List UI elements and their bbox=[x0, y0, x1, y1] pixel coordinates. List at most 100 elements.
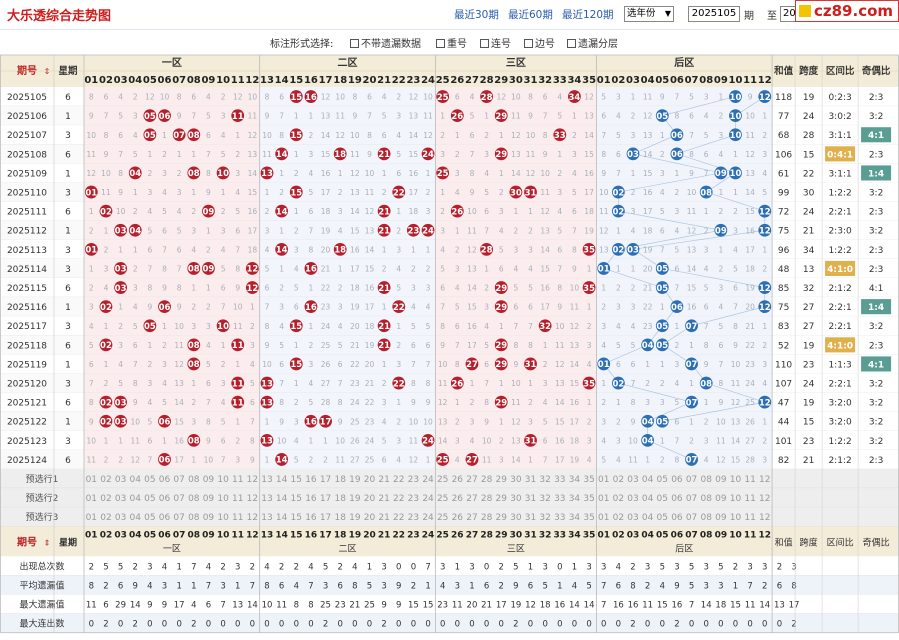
preselect-number[interactable]: 26 bbox=[452, 494, 464, 504]
preselect-number[interactable]: 31 bbox=[525, 494, 536, 504]
preselect-number[interactable]: 01 bbox=[86, 513, 97, 523]
preselect-number[interactable]: 01 bbox=[598, 513, 609, 523]
preselect-number[interactable]: 08 bbox=[188, 513, 200, 523]
preselect-number[interactable]: 10 bbox=[217, 475, 229, 485]
preselect-number[interactable]: 06 bbox=[159, 513, 171, 523]
preselect-number[interactable]: 12 bbox=[759, 494, 770, 504]
option-consecutive[interactable]: 连号 bbox=[480, 35, 511, 50]
preselect-number[interactable]: 29 bbox=[496, 494, 508, 504]
preselect-number[interactable]: 15 bbox=[291, 475, 302, 485]
preselect-number[interactable]: 04 bbox=[130, 475, 142, 485]
preselect-number[interactable]: 01 bbox=[598, 494, 609, 504]
preselect-number[interactable]: 08 bbox=[188, 475, 200, 485]
preselect-number[interactable]: 32 bbox=[539, 513, 550, 523]
year-select[interactable]: 选年份 ▼ bbox=[624, 6, 674, 22]
preselect-number[interactable]: 12 bbox=[759, 475, 770, 485]
preselect-number[interactable]: 09 bbox=[715, 513, 727, 523]
preselect-number[interactable]: 12 bbox=[759, 513, 770, 523]
preselect-number[interactable]: 12 bbox=[247, 513, 258, 523]
preselect-number[interactable]: 13 bbox=[261, 513, 272, 523]
preselect-number[interactable]: 16 bbox=[305, 513, 317, 523]
preselect-number[interactable]: 19 bbox=[349, 513, 361, 523]
preselect-number[interactable]: 29 bbox=[496, 475, 508, 485]
preselect-number[interactable]: 11 bbox=[232, 494, 243, 504]
preselect-number[interactable]: 16 bbox=[305, 475, 317, 485]
preselect-number[interactable]: 17 bbox=[320, 513, 331, 523]
preselect-number[interactable]: 02 bbox=[613, 494, 624, 504]
preselect-number[interactable]: 35 bbox=[583, 513, 594, 523]
preselect-number[interactable]: 01 bbox=[598, 475, 609, 485]
preselect-number[interactable]: 17 bbox=[320, 475, 331, 485]
checkbox[interactable] bbox=[524, 39, 533, 48]
preselect-number[interactable]: 23 bbox=[408, 513, 419, 523]
preselect-number[interactable]: 05 bbox=[144, 494, 155, 504]
preselect-number[interactable]: 07 bbox=[173, 494, 184, 504]
preselect-number[interactable]: 04 bbox=[130, 494, 142, 504]
preselect-number[interactable]: 25 bbox=[437, 513, 448, 523]
preselect-number[interactable]: 22 bbox=[393, 475, 404, 485]
preselect-number[interactable]: 08 bbox=[700, 494, 712, 504]
preselect-number[interactable]: 09 bbox=[203, 513, 215, 523]
preselect-number[interactable]: 33 bbox=[554, 513, 565, 523]
preselect-number[interactable]: 03 bbox=[627, 475, 638, 485]
preselect-number[interactable]: 02 bbox=[100, 513, 111, 523]
preselect-number[interactable]: 18 bbox=[334, 494, 346, 504]
preselect-number[interactable]: 05 bbox=[144, 475, 155, 485]
preselect-number[interactable]: 23 bbox=[408, 494, 419, 504]
preselect-number[interactable]: 03 bbox=[115, 475, 126, 485]
preselect-number[interactable]: 08 bbox=[188, 494, 200, 504]
preselect-number[interactable]: 05 bbox=[657, 513, 668, 523]
preselect-number[interactable]: 33 bbox=[554, 475, 565, 485]
preselect-number[interactable]: 02 bbox=[100, 475, 111, 485]
preselect-number[interactable]: 34 bbox=[569, 513, 581, 523]
preselect-number[interactable]: 34 bbox=[569, 475, 581, 485]
preselect-number[interactable]: 07 bbox=[173, 475, 184, 485]
preselect-number[interactable]: 01 bbox=[86, 494, 97, 504]
preselect-number[interactable]: 10 bbox=[730, 494, 742, 504]
preselect-number[interactable]: 26 bbox=[452, 475, 464, 485]
preselect-number[interactable]: 33 bbox=[554, 494, 565, 504]
preselect-number[interactable]: 14 bbox=[276, 494, 288, 504]
preselect-number[interactable]: 07 bbox=[686, 513, 697, 523]
preselect-number[interactable]: 17 bbox=[320, 494, 331, 504]
preselect-number[interactable]: 10 bbox=[730, 475, 742, 485]
preselect-number[interactable]: 15 bbox=[291, 494, 302, 504]
preselect-number[interactable]: 06 bbox=[671, 494, 683, 504]
preselect-number[interactable]: 20 bbox=[364, 513, 376, 523]
preselect-number[interactable]: 31 bbox=[525, 513, 536, 523]
preselect-number[interactable]: 30 bbox=[510, 494, 522, 504]
preselect-number[interactable]: 21 bbox=[378, 494, 389, 504]
preselect-number[interactable]: 07 bbox=[686, 494, 697, 504]
preselect-number[interactable]: 05 bbox=[657, 475, 668, 485]
preselect-number[interactable]: 09 bbox=[203, 494, 215, 504]
recent-30-link[interactable]: 最近30期 bbox=[454, 9, 499, 21]
preselect-number[interactable]: 09 bbox=[203, 475, 215, 485]
recent-120-link[interactable]: 最近120期 bbox=[562, 9, 614, 21]
checkbox[interactable] bbox=[480, 39, 489, 48]
preselect-number[interactable]: 26 bbox=[452, 513, 464, 523]
option-no-miss[interactable]: 不带遗漏数据 bbox=[350, 35, 421, 50]
preselect-number[interactable]: 28 bbox=[481, 513, 493, 523]
preselect-number[interactable]: 18 bbox=[334, 513, 346, 523]
option-edge[interactable]: 边号 bbox=[524, 35, 555, 50]
option-miss-layer[interactable]: 遗漏分层 bbox=[567, 35, 618, 50]
preselect-number[interactable]: 08 bbox=[700, 475, 712, 485]
preselect-number[interactable]: 08 bbox=[700, 513, 712, 523]
preselect-number[interactable]: 01 bbox=[86, 475, 97, 485]
preselect-number[interactable]: 03 bbox=[627, 513, 638, 523]
preselect-number[interactable]: 18 bbox=[334, 475, 346, 485]
preselect-number[interactable]: 23 bbox=[408, 475, 419, 485]
preselect-number[interactable]: 03 bbox=[115, 494, 126, 504]
preselect-number[interactable]: 20 bbox=[364, 494, 376, 504]
preselect-number[interactable]: 35 bbox=[583, 494, 594, 504]
checkbox[interactable] bbox=[436, 39, 445, 48]
preselect-number[interactable]: 30 bbox=[510, 513, 522, 523]
preselect-number[interactable]: 11 bbox=[232, 475, 243, 485]
preselect-number[interactable]: 09 bbox=[715, 494, 727, 504]
preselect-number[interactable]: 22 bbox=[393, 494, 404, 504]
preselect-number[interactable]: 05 bbox=[144, 513, 155, 523]
preselect-number[interactable]: 27 bbox=[466, 494, 477, 504]
preselect-number[interactable]: 30 bbox=[510, 475, 522, 485]
preselect-number[interactable]: 13 bbox=[261, 494, 272, 504]
preselect-number[interactable]: 32 bbox=[539, 494, 550, 504]
